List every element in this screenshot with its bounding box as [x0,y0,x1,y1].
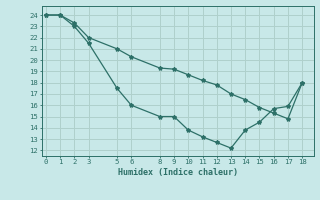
X-axis label: Humidex (Indice chaleur): Humidex (Indice chaleur) [118,168,237,177]
